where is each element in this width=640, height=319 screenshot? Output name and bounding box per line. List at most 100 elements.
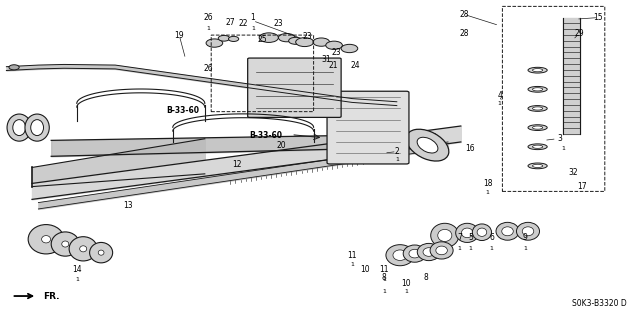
Ellipse shape <box>522 227 534 236</box>
Text: 20: 20 <box>276 141 287 150</box>
Text: 8: 8 <box>381 273 387 282</box>
Text: 1: 1 <box>458 246 461 251</box>
Text: 11: 11 <box>380 265 388 274</box>
Text: S0K3-B3320 D: S0K3-B3320 D <box>572 299 627 308</box>
Ellipse shape <box>7 114 31 141</box>
Text: 7: 7 <box>457 233 462 242</box>
Text: 1: 1 <box>486 190 490 196</box>
Ellipse shape <box>386 245 414 266</box>
Ellipse shape <box>406 129 449 161</box>
Ellipse shape <box>461 228 473 238</box>
Text: 1: 1 <box>350 262 354 267</box>
Text: FR.: FR. <box>44 292 60 300</box>
Ellipse shape <box>516 222 540 240</box>
Ellipse shape <box>438 229 452 241</box>
Ellipse shape <box>528 163 547 169</box>
Text: 21: 21 <box>328 61 337 70</box>
Text: 1: 1 <box>468 246 472 251</box>
Circle shape <box>313 38 330 46</box>
Ellipse shape <box>403 245 426 262</box>
Text: 28: 28 <box>460 29 468 38</box>
Text: 23: 23 <box>273 19 284 28</box>
Circle shape <box>326 41 342 49</box>
Ellipse shape <box>69 237 97 261</box>
Text: 15: 15 <box>593 13 604 22</box>
Text: 1: 1 <box>250 13 255 22</box>
Ellipse shape <box>532 145 543 148</box>
Text: 5: 5 <box>468 233 473 242</box>
Text: 8: 8 <box>423 273 428 282</box>
Text: 1: 1 <box>490 246 493 251</box>
Text: 31: 31 <box>321 55 332 63</box>
Ellipse shape <box>532 107 543 110</box>
FancyBboxPatch shape <box>327 91 409 164</box>
Ellipse shape <box>532 126 543 129</box>
Text: 1: 1 <box>561 146 565 151</box>
Text: 17: 17 <box>577 182 588 191</box>
Text: 10: 10 <box>401 279 412 288</box>
Text: 13: 13 <box>123 201 133 210</box>
Text: 1: 1 <box>497 101 501 106</box>
Text: 32: 32 <box>568 168 578 177</box>
Ellipse shape <box>80 246 87 252</box>
Text: 25: 25 <box>257 35 268 44</box>
Text: 18: 18 <box>483 179 492 188</box>
Circle shape <box>296 38 314 47</box>
Ellipse shape <box>28 225 64 254</box>
Ellipse shape <box>431 223 459 248</box>
Text: 1: 1 <box>75 277 79 282</box>
Text: 1: 1 <box>395 157 399 162</box>
Ellipse shape <box>532 88 543 91</box>
Circle shape <box>289 37 303 44</box>
Circle shape <box>341 44 358 53</box>
FancyBboxPatch shape <box>248 58 341 117</box>
Ellipse shape <box>528 106 547 111</box>
Ellipse shape <box>477 228 487 236</box>
Text: 1: 1 <box>382 277 386 282</box>
Text: 23: 23 <box>331 48 341 57</box>
Text: 23: 23 <box>302 32 312 41</box>
Text: 1: 1 <box>206 26 210 31</box>
Text: 11: 11 <box>348 251 356 260</box>
Ellipse shape <box>532 69 543 72</box>
Ellipse shape <box>532 164 543 167</box>
Text: 1: 1 <box>404 289 408 294</box>
Circle shape <box>259 33 278 42</box>
Text: 6: 6 <box>489 233 494 242</box>
Ellipse shape <box>430 242 453 259</box>
Ellipse shape <box>393 250 407 260</box>
Ellipse shape <box>502 227 513 236</box>
Text: 1: 1 <box>382 289 386 294</box>
Text: 26: 26 <box>203 13 213 22</box>
Text: 9: 9 <box>522 233 527 242</box>
Ellipse shape <box>423 248 435 256</box>
Text: 1: 1 <box>251 26 255 31</box>
Ellipse shape <box>13 120 26 136</box>
Text: 19: 19 <box>174 31 184 40</box>
Ellipse shape <box>99 250 104 255</box>
Circle shape <box>206 39 223 47</box>
Ellipse shape <box>528 125 547 130</box>
Ellipse shape <box>42 235 51 243</box>
Text: 3: 3 <box>557 134 563 143</box>
Text: 1: 1 <box>523 246 527 251</box>
Circle shape <box>228 36 239 41</box>
Text: 14: 14 <box>72 265 82 274</box>
Text: 27: 27 <box>225 18 236 27</box>
Text: 26: 26 <box>203 64 213 73</box>
Text: 24: 24 <box>350 61 360 70</box>
Ellipse shape <box>25 114 49 141</box>
Ellipse shape <box>61 241 69 247</box>
Ellipse shape <box>51 232 79 256</box>
Text: B-33-60: B-33-60 <box>166 106 199 115</box>
Ellipse shape <box>90 242 113 263</box>
Ellipse shape <box>417 243 440 261</box>
Ellipse shape <box>31 120 44 136</box>
Text: 2: 2 <box>394 147 399 156</box>
Text: B-33-60: B-33-60 <box>249 131 282 140</box>
Text: 12: 12 <box>232 160 241 169</box>
Text: 22: 22 <box>239 19 248 28</box>
Ellipse shape <box>417 137 438 153</box>
Text: 4: 4 <box>498 91 503 100</box>
Circle shape <box>218 35 230 41</box>
